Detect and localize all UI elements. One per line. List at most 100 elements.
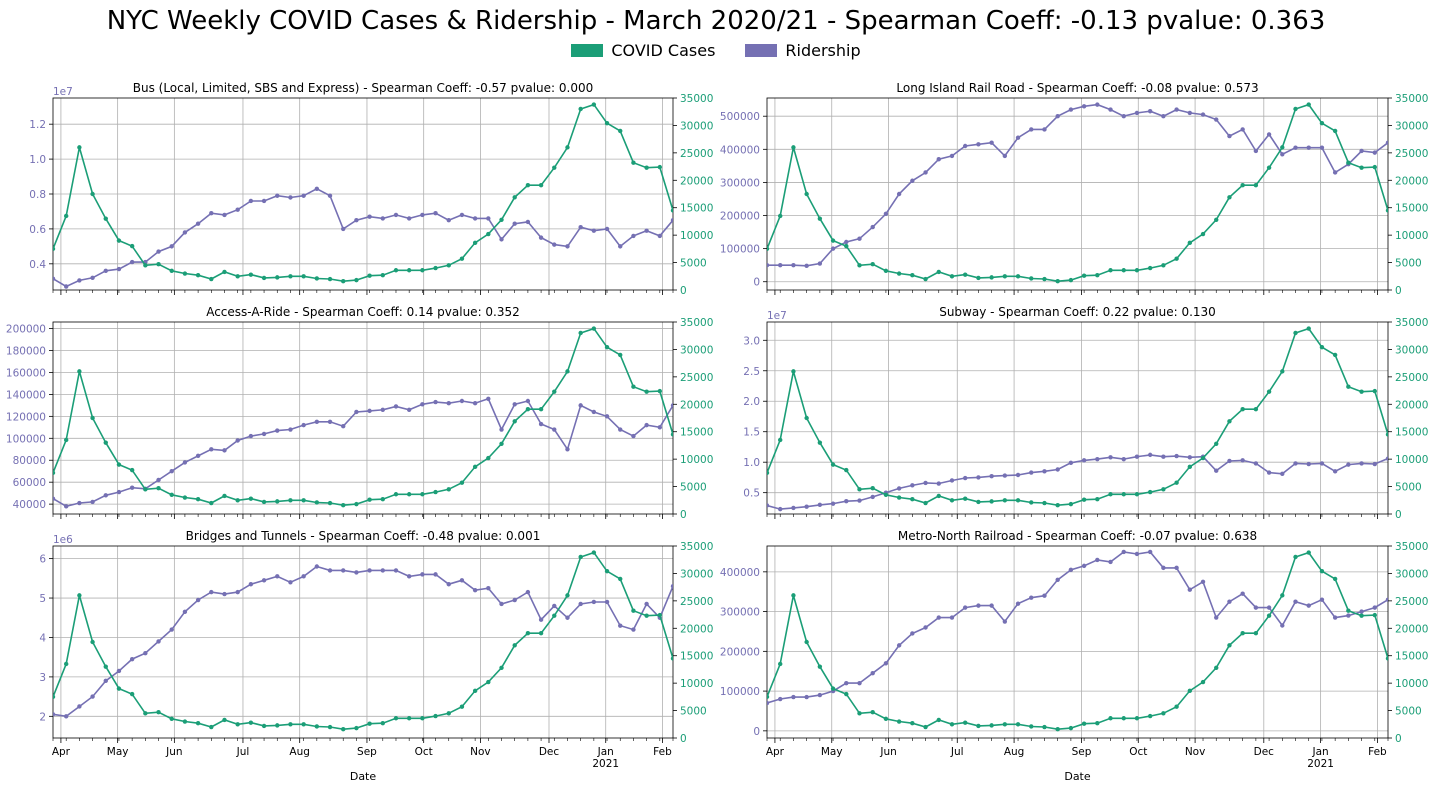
series-group bbox=[767, 326, 1388, 512]
ridership-point bbox=[1227, 458, 1232, 464]
left-axis-multiplier: 1e6 bbox=[53, 534, 73, 546]
ridership-point bbox=[63, 284, 69, 289]
covid-point bbox=[1134, 492, 1140, 497]
series-group bbox=[53, 326, 673, 509]
right-tick-label: 0 bbox=[680, 733, 687, 745]
month-label: Dec bbox=[1254, 746, 1275, 758]
x-axis-label: Date bbox=[1064, 770, 1091, 783]
ridership-point bbox=[644, 228, 649, 233]
ridership-point bbox=[182, 230, 188, 235]
ridership-point bbox=[446, 217, 451, 223]
covid-point bbox=[525, 407, 531, 412]
ridership-point bbox=[1200, 579, 1206, 584]
ridership-point bbox=[380, 216, 385, 221]
covid-point bbox=[169, 716, 174, 721]
ridership-point bbox=[261, 431, 267, 437]
covid-point bbox=[923, 276, 928, 282]
ridership-point bbox=[896, 643, 902, 648]
ridership-point bbox=[116, 668, 122, 674]
ridership-point bbox=[209, 447, 214, 452]
covid-point bbox=[182, 271, 188, 276]
covid-point bbox=[1081, 497, 1087, 502]
ridership-point bbox=[1372, 461, 1377, 467]
ridership-point bbox=[275, 193, 280, 198]
left-tick-label: 300000 bbox=[720, 607, 760, 619]
ridership-point bbox=[962, 475, 968, 481]
month-label: May bbox=[821, 746, 843, 758]
right-tick-label: 35000 bbox=[1395, 93, 1428, 105]
ridership-point bbox=[962, 605, 968, 610]
ridership-point bbox=[1240, 591, 1245, 596]
covid-point bbox=[1359, 613, 1364, 618]
covid-point bbox=[1293, 330, 1298, 336]
covid-point bbox=[804, 639, 809, 645]
covid-point bbox=[1214, 217, 1219, 222]
covid-point bbox=[791, 593, 796, 598]
chart-panel-2: Access-A-Ride - Spearman Coeff: 0.14 pva… bbox=[6, 305, 714, 521]
left-tick-label: 200000 bbox=[720, 211, 760, 223]
legend-swatch-covid bbox=[571, 44, 604, 57]
covid-point bbox=[261, 499, 267, 505]
ridership-point bbox=[1293, 461, 1298, 466]
covid-point bbox=[883, 492, 889, 497]
right-tick-label: 35000 bbox=[1395, 541, 1428, 553]
ridership-point bbox=[1108, 559, 1113, 565]
ridership-point bbox=[1385, 456, 1388, 461]
ridership-point bbox=[962, 143, 968, 149]
ridership-point bbox=[1346, 613, 1351, 618]
ridership-point bbox=[1359, 461, 1364, 466]
ridership-point bbox=[103, 678, 108, 684]
ridership-point bbox=[499, 237, 504, 242]
ridership-point bbox=[883, 211, 889, 217]
ridership-point bbox=[512, 597, 517, 603]
ridership-point bbox=[976, 603, 981, 608]
ridership-point bbox=[406, 407, 412, 412]
covid-line bbox=[53, 551, 673, 731]
ridership-point bbox=[261, 198, 267, 204]
covid-point bbox=[644, 165, 649, 170]
chart-panel-3: Subway - Spearman Coeff: 0.22 pvalue: 0.… bbox=[743, 305, 1428, 521]
right-tick-label: 10000 bbox=[1395, 230, 1428, 242]
ridership-point bbox=[910, 631, 915, 636]
ridership-point bbox=[989, 474, 994, 479]
legend-label-ridership: Ridership bbox=[785, 41, 861, 60]
covid-point bbox=[169, 492, 174, 497]
right-tick-label: 20000 bbox=[1395, 175, 1428, 187]
covid-point bbox=[406, 492, 412, 497]
covid-point bbox=[1081, 721, 1087, 726]
ridership-point bbox=[314, 564, 320, 569]
covid-point bbox=[472, 464, 478, 470]
covid-point bbox=[1147, 489, 1153, 495]
ridership-point bbox=[1240, 458, 1245, 463]
covid-point bbox=[1227, 195, 1232, 200]
covid-point bbox=[1042, 500, 1047, 506]
ridership-point bbox=[1266, 470, 1272, 475]
covid-point bbox=[923, 500, 928, 506]
ridership-point bbox=[512, 402, 517, 407]
covid-point bbox=[459, 704, 465, 709]
covid-point bbox=[301, 274, 306, 279]
left-tick-label: 300000 bbox=[720, 177, 760, 189]
left-axis-multiplier: 1e7 bbox=[53, 86, 73, 98]
covid-point bbox=[195, 496, 201, 502]
ridership-point bbox=[631, 627, 636, 632]
ridership-point bbox=[604, 414, 610, 419]
covid-point bbox=[778, 437, 783, 443]
ridership-point bbox=[314, 186, 320, 191]
month-label: Nov bbox=[1185, 746, 1206, 758]
covid-point bbox=[670, 656, 673, 661]
ridership-point bbox=[538, 421, 544, 427]
ridership-point bbox=[53, 712, 56, 717]
subplot-title: Metro-North Railroad - Spearman Coeff: -… bbox=[898, 529, 1257, 543]
covid-point bbox=[883, 268, 889, 273]
ridership-point bbox=[288, 195, 293, 200]
ridership-point bbox=[341, 424, 346, 429]
ridership-point bbox=[486, 216, 491, 221]
subplot-title: Bus (Local, Limited, SBS and Express) - … bbox=[133, 81, 594, 95]
ridership-point bbox=[538, 235, 544, 240]
ridership-point bbox=[1121, 549, 1126, 555]
ridership-point bbox=[182, 609, 188, 615]
covid-point bbox=[1121, 268, 1126, 273]
covid-point bbox=[446, 263, 451, 268]
